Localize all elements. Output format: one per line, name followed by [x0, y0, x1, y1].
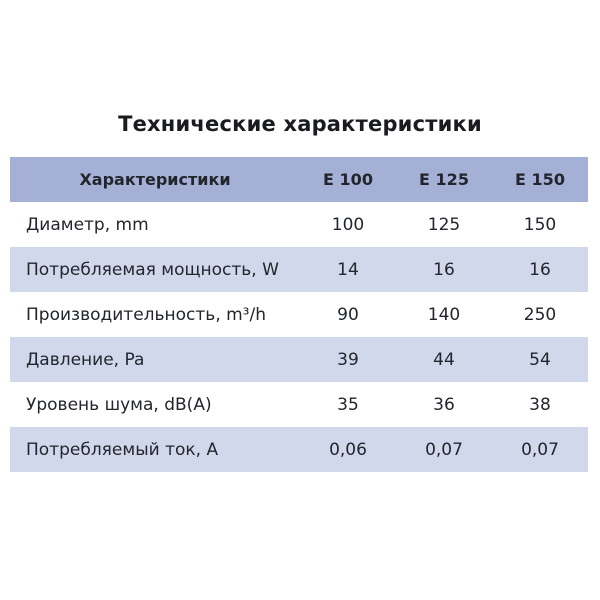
row-value: 38 [529, 394, 551, 415]
table-body: Диаметр, mm 100 125 150 Потребляемая мощност… [10, 202, 588, 472]
row-value: 125 [427, 214, 461, 235]
header-col-e125: E 125 [419, 170, 469, 189]
row-label: Давление, Pa [26, 349, 145, 370]
row-value: 44 [433, 349, 455, 370]
row-value: 0,06 [329, 439, 367, 460]
row-value: 100 [331, 214, 365, 235]
row-label: Потребляемый ток, А [26, 439, 219, 460]
row-value: 39 [337, 349, 359, 370]
header-characteristics-label: Характеристики [79, 170, 231, 189]
row-label: Уровень шума, dB(A) [26, 394, 212, 415]
specs-table: Характеристики E 100 E 125 E 150 Диаметр… [10, 157, 588, 472]
row-label: Диаметр, mm [26, 214, 149, 235]
row-value: 250 [523, 304, 557, 325]
table-row: Потребляемый ток, А 0,06 0,07 0,07 [10, 427, 588, 472]
table-header-row: Характеристики E 100 E 125 E 150 [10, 157, 588, 202]
row-value: 16 [529, 259, 551, 280]
row-value: 140 [427, 304, 461, 325]
row-value: 150 [523, 214, 557, 235]
table-row: Уровень шума, dB(A) 35 36 38 [10, 382, 588, 427]
row-value: 54 [529, 349, 551, 370]
header-col-e100: E 100 [323, 170, 373, 189]
row-value: 0,07 [521, 439, 559, 460]
row-value: 35 [337, 394, 359, 415]
row-label: Производительность, m³/h [26, 304, 267, 325]
page-title: Технические характеристики [118, 112, 482, 136]
table-row: Производительность, m³/h 90 140 250 [10, 292, 588, 337]
row-label: Потребляемая мощность, W [26, 259, 279, 280]
row-value: 16 [433, 259, 455, 280]
row-value: 90 [337, 304, 359, 325]
table-row: Диаметр, mm 100 125 150 [10, 202, 588, 247]
table-row: Давление, Pa 39 44 54 [10, 337, 588, 382]
table-row: Потребляемая мощность, W 14 16 16 [10, 247, 588, 292]
row-value: 36 [433, 394, 455, 415]
header-col-e150: E 150 [515, 170, 565, 189]
row-value: 0,07 [425, 439, 463, 460]
row-value: 14 [337, 259, 359, 280]
